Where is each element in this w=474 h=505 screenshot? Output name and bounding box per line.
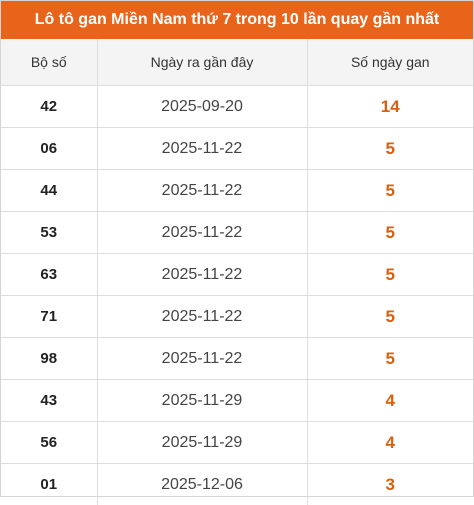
row-date: 2025-11-22 xyxy=(97,128,307,170)
row-date: 2025-11-22 xyxy=(97,254,307,296)
header-bo-so: Bộ số xyxy=(1,39,97,86)
row-date: 2025-11-22 xyxy=(97,338,307,380)
lo-gan-table: Bộ số Ngày ra gần đây Số ngày gan 42 202… xyxy=(1,39,473,505)
row-gan-days: 4 xyxy=(307,422,473,464)
header-ngay-ra: Ngày ra gần đây xyxy=(97,39,307,86)
row-number: 44 xyxy=(1,170,97,212)
table-row: 53 2025-11-22 5 xyxy=(1,212,473,254)
table-row: 56 2025-11-29 4 xyxy=(1,422,473,464)
row-gan-days: 5 xyxy=(307,338,473,380)
row-number: 43 xyxy=(1,380,97,422)
row-date: 2025-11-22 xyxy=(97,170,307,212)
row-gan-days: 4 xyxy=(307,380,473,422)
table-header-row: Bộ số Ngày ra gần đây Số ngày gan xyxy=(1,39,473,86)
table-row: 63 2025-11-22 5 xyxy=(1,254,473,296)
table-row: 44 2025-11-22 5 xyxy=(1,170,473,212)
table-row: 98 2025-11-22 5 xyxy=(1,338,473,380)
table-row: 01 2025-12-06 3 xyxy=(1,464,473,505)
row-gan-days: 5 xyxy=(307,296,473,338)
widget-title: Lô tô gan Miền Nam thứ 7 trong 10 lần qu… xyxy=(1,1,473,39)
header-so-ngay-gan: Số ngày gan xyxy=(307,39,473,86)
row-number: 01 xyxy=(1,464,97,505)
row-number: 56 xyxy=(1,422,97,464)
row-date: 2025-11-29 xyxy=(97,422,307,464)
row-gan-days: 14 xyxy=(307,86,473,128)
row-date: 2025-09-20 xyxy=(97,86,307,128)
table-row: 43 2025-11-29 4 xyxy=(1,380,473,422)
row-gan-days: 5 xyxy=(307,212,473,254)
row-gan-days: 5 xyxy=(307,170,473,212)
row-date: 2025-11-29 xyxy=(97,380,307,422)
row-gan-days: 5 xyxy=(307,254,473,296)
row-gan-days: 5 xyxy=(307,128,473,170)
table-row: 71 2025-11-22 5 xyxy=(1,296,473,338)
row-number: 71 xyxy=(1,296,97,338)
row-number: 42 xyxy=(1,86,97,128)
row-date: 2025-11-22 xyxy=(97,212,307,254)
table-row: 06 2025-11-22 5 xyxy=(1,128,473,170)
row-date: 2025-11-22 xyxy=(97,296,307,338)
row-number: 53 xyxy=(1,212,97,254)
row-date: 2025-12-06 xyxy=(97,464,307,505)
table-row: 42 2025-09-20 14 xyxy=(1,86,473,128)
row-number: 98 xyxy=(1,338,97,380)
row-number: 06 xyxy=(1,128,97,170)
row-gan-days: 3 xyxy=(307,464,473,505)
row-number: 63 xyxy=(1,254,97,296)
